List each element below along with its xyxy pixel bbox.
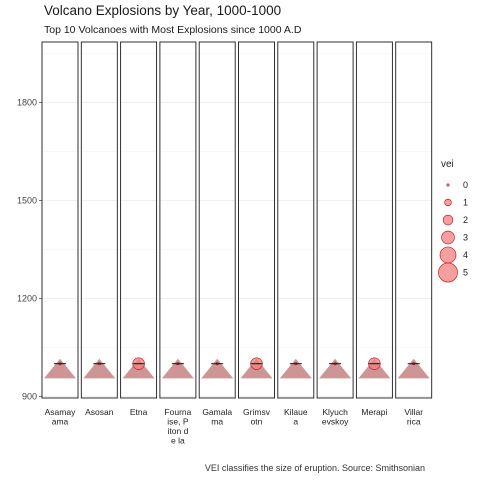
chart-title: Volcano Explosions by Year, 1000-1000 (44, 3, 282, 18)
legend-label: 5 (463, 268, 468, 278)
legend-label: 2 (463, 215, 468, 225)
facet-label: Klyuch evskoy (322, 407, 349, 427)
mountain-marker (83, 358, 116, 379)
panel-border (395, 41, 433, 399)
panel-border (316, 41, 354, 399)
legend-label: 3 (463, 233, 468, 243)
facet-panel (395, 41, 433, 399)
legend-swatch (446, 183, 450, 187)
legend-swatch (444, 198, 452, 207)
panel-border (355, 41, 393, 399)
facet-panel (80, 41, 118, 399)
panel-border (41, 41, 79, 399)
facet-panels (41, 41, 433, 399)
facet-panel (277, 41, 315, 399)
facet-label: Villar rica (404, 407, 423, 427)
facet-panel (41, 41, 79, 399)
chart-caption: VEI classifies the size of eruption. Sou… (204, 463, 425, 473)
panel-border (238, 41, 275, 399)
mountain-marker (44, 358, 76, 379)
facet-label: Gamala ma (202, 407, 232, 427)
legend-label: 1 (463, 198, 468, 208)
mountain-marker (397, 358, 430, 379)
facet-panel (355, 41, 393, 399)
facet-panel (198, 41, 236, 399)
facet-label: Kilaue a (284, 407, 308, 427)
facet-panel (238, 41, 275, 399)
y-tick-label: 1500 (17, 195, 37, 205)
facet-label: Grimsv otn (243, 407, 271, 427)
legend-swatch (442, 214, 454, 226)
y-tick-label: 1800 (17, 97, 37, 107)
legend-label: 4 (463, 250, 468, 260)
facet-label: Asamay ama (45, 407, 76, 427)
panel-border (120, 41, 158, 399)
y-axis: 900 1200 1500 1800 (17, 97, 42, 401)
y-tick-label: 1200 (17, 293, 37, 303)
facet-panel (159, 41, 197, 399)
legend-swatch (438, 262, 458, 283)
y-tick-label: 900 (22, 391, 37, 401)
mountain-marker (279, 358, 312, 379)
facet-label: Asosan (85, 407, 114, 417)
facet-panel (120, 41, 158, 399)
facet-label: Etna (130, 407, 148, 417)
legend-swatch (439, 246, 457, 264)
mountain-marker (201, 358, 234, 379)
legend: vei 0 1 2 3 4 5 (438, 159, 468, 283)
legend-label: 0 (463, 180, 468, 190)
legend-title: vei (441, 159, 454, 170)
panel-border (80, 41, 118, 399)
facet-panel (316, 41, 354, 399)
panel-border (198, 41, 236, 399)
chart-subtitle: Top 10 Volcanoes with Most Explosions si… (44, 24, 302, 36)
mountain-marker (319, 358, 352, 379)
legend-swatch (441, 230, 455, 245)
panel-border (277, 41, 315, 399)
facet-label: Merapi (361, 407, 387, 417)
mountain-marker (161, 358, 194, 379)
panel-border (159, 41, 197, 399)
